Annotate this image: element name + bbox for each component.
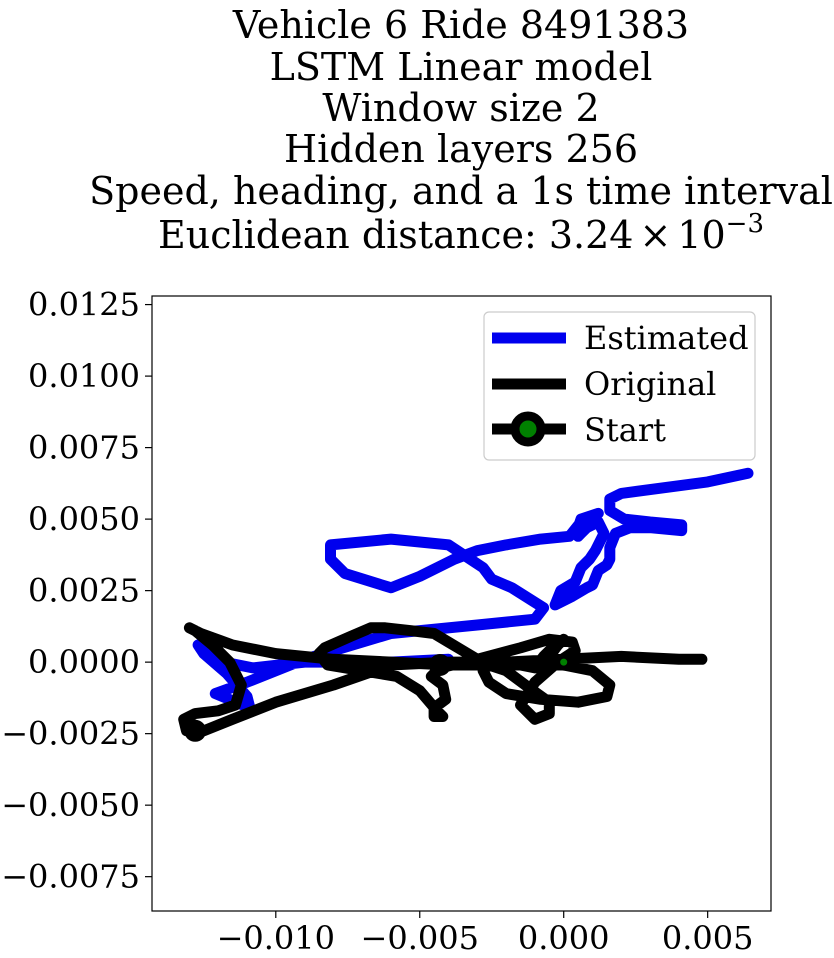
legend-label-start: Start (584, 411, 666, 449)
original-end-point (428, 654, 451, 676)
y-tick-label: −0.0050 (1, 786, 140, 824)
original-turn-point (184, 719, 207, 742)
legend-swatch-start-marker (510, 411, 546, 447)
title-line-5: Speed, heading, and a 1s time interval (89, 169, 833, 213)
legend-label-original: Original (584, 365, 716, 403)
y-axis: 0.0125 0.0100 0.0075 0.0050 0.0025 0.0000 −0.0… (1, 286, 152, 896)
y-tick-label: −0.0025 (1, 715, 140, 753)
y-tick-label: 0.0025 (28, 572, 140, 610)
start-marker (555, 653, 573, 671)
title-metric-label: Euclidean distance: 3.24 (158, 213, 633, 257)
x-tick-label: 0.005 (662, 919, 754, 957)
title-metric-base: 10 (677, 213, 725, 257)
y-tick-label: −0.0075 (1, 858, 140, 896)
title-line-6: Euclidean distance: 3.24 × 10−3 (158, 209, 764, 257)
x-axis: −0.010 −0.005 0.000 0.005 (217, 911, 754, 957)
x-tick-label: 0.000 (518, 919, 610, 957)
series-line-original (178, 622, 708, 737)
y-tick-label: 0.0075 (28, 429, 140, 467)
legend-box (483, 311, 756, 461)
title-line-4: Hidden layers 256 (284, 127, 638, 171)
title-line-3: Window size 2 (322, 86, 599, 130)
title-metric-exponent: −3 (726, 209, 764, 239)
series-layer (178, 467, 754, 742)
x-tick-label: −0.005 (361, 919, 479, 957)
legend: Estimated Original Start (483, 311, 756, 461)
y-tick-label: 0.0125 (28, 286, 140, 324)
title-metric-times: × (639, 213, 671, 257)
plot-frame (151, 295, 772, 912)
y-tick-label: 0.0000 (28, 643, 140, 681)
series-line-estimated (192, 467, 754, 714)
legend-label-estimated: Estimated (584, 319, 749, 357)
y-tick-label: 0.0050 (28, 500, 140, 538)
chart-title: Vehicle 6 Ride 8491383 LSTM Linear model… (89, 3, 833, 257)
title-line-2: LSTM Linear model (270, 45, 653, 89)
title-line-1: Vehicle 6 Ride 8491383 (232, 3, 689, 47)
x-tick-label: −0.010 (217, 919, 335, 957)
y-tick-label: 0.0100 (28, 357, 140, 395)
